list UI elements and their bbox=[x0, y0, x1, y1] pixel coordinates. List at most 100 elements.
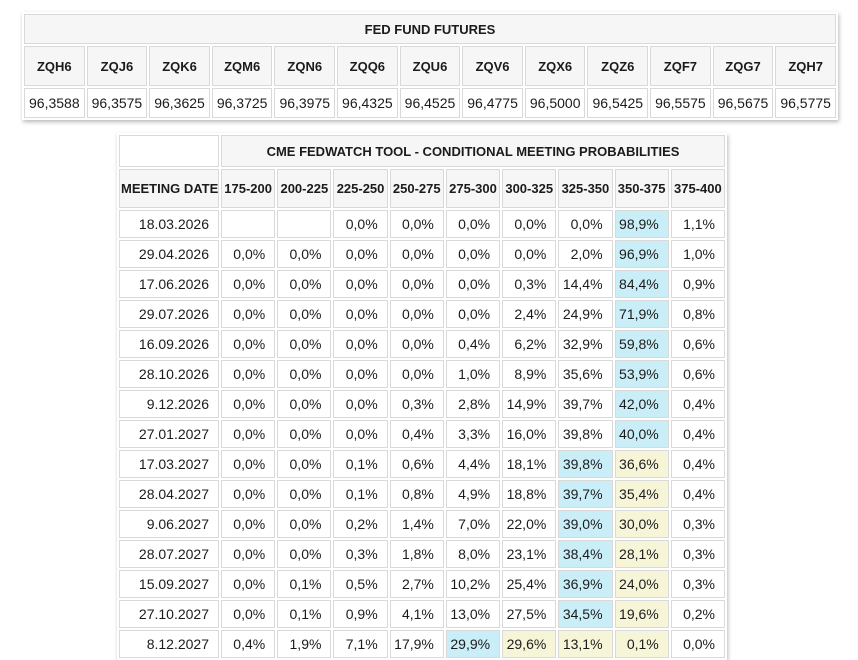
probability-cell: 0,0% bbox=[333, 390, 388, 418]
futures-price-cell: 96,5775 bbox=[775, 88, 836, 118]
probability-cell: 3,3% bbox=[445, 420, 501, 448]
probability-cell: 6,2% bbox=[502, 330, 557, 358]
fedwatch-row: 15.09.2027 0,0% 0,1% 0,5% 2,7% 10,2% 25,4% 36,9… bbox=[119, 570, 725, 598]
fedwatch-row: 28.07.2027 0,0% 0,0% 0,3% 1,8% 8,0% 23,1% 38,4%… bbox=[119, 540, 725, 568]
fedwatch-row: 27.10.2027 0,0% 0,1% 0,9% 4,1% 13,0% 27,5% 34,5… bbox=[119, 600, 725, 628]
probability-cell: 16,0% bbox=[502, 420, 557, 448]
probability-cell: 0,2% bbox=[670, 600, 725, 628]
fed-fund-futures-table: FED FUND FUTURES ZQH6 ZQJ6 ZQK6 ZQM6 ZQN6 ZQQ… bbox=[22, 12, 838, 120]
probability-cell: 18,8% bbox=[502, 480, 557, 508]
probability-cell: 0,0% bbox=[389, 330, 444, 358]
probability-cell: 0,0% bbox=[389, 270, 444, 298]
probability-cell: 8,9% bbox=[502, 360, 557, 388]
probability-cell: 0,0% bbox=[333, 300, 388, 328]
probability-cell: 0,3% bbox=[670, 510, 725, 538]
futures-price-cell: 96,3975 bbox=[274, 88, 336, 118]
probability-cell: 4,9% bbox=[445, 480, 501, 508]
probability-cell: 0,0% bbox=[221, 570, 276, 598]
probability-cell: 30,0% bbox=[614, 510, 669, 538]
meeting-date-cell: 9.06.2027 bbox=[119, 510, 219, 538]
futures-contract-header: ZQM6 bbox=[211, 46, 273, 86]
probability-cell: 39,8% bbox=[558, 420, 613, 448]
meeting-date-cell: 28.04.2027 bbox=[119, 480, 219, 508]
probability-cell: 29,6% bbox=[502, 630, 557, 658]
probability-cell: 0,0% bbox=[221, 540, 276, 568]
probability-cell: 7,0% bbox=[445, 510, 501, 538]
probability-cell: 39,7% bbox=[558, 390, 613, 418]
probability-cell: 0,0% bbox=[221, 510, 276, 538]
meeting-date-cell: 17.06.2026 bbox=[119, 270, 219, 298]
meeting-date-header: MEETING DATE bbox=[119, 169, 219, 208]
rate-range-header: 325-350 bbox=[558, 169, 613, 208]
probability-cell: 0,0% bbox=[221, 300, 276, 328]
fed-fund-futures-title: FED FUND FUTURES bbox=[24, 14, 836, 44]
probability-cell: 0,9% bbox=[333, 600, 388, 628]
futures-contract-header: ZQJ6 bbox=[86, 46, 148, 86]
fedwatch-row: 28.10.2026 0,0% 0,0% 0,0% 0,0% 1,0% 8,9% 35,6% 5… bbox=[119, 360, 725, 388]
probability-cell: 53,9% bbox=[614, 360, 669, 388]
probability-cell: 0,0% bbox=[221, 450, 276, 478]
probability-cell: 0,3% bbox=[502, 270, 557, 298]
probability-cell: 0,0% bbox=[277, 510, 332, 538]
rate-range-header: 175-200 bbox=[221, 169, 276, 208]
futures-title-row: FED FUND FUTURES bbox=[24, 14, 836, 44]
probability-cell: 1,0% bbox=[445, 360, 501, 388]
fedwatch-row: 18.03.2026 0,0% 0,0% 0,0% 0,0% 0,0% 98,9% 1,1% bbox=[119, 210, 725, 238]
futures-contract-header: ZQF7 bbox=[650, 46, 711, 86]
probability-cell: 0,0% bbox=[221, 390, 276, 418]
probability-cell: 1,4% bbox=[389, 510, 444, 538]
probability-cell: 0,0% bbox=[333, 270, 388, 298]
probability-cell: 0,4% bbox=[445, 330, 501, 358]
probability-cell: 0,6% bbox=[670, 330, 725, 358]
probability-cell: 25,4% bbox=[502, 570, 557, 598]
probability-cell: 40,0% bbox=[614, 420, 669, 448]
futures-contract-header: ZQK6 bbox=[149, 46, 210, 86]
fedwatch-header-row: MEETING DATE 175-200 200-225 225-250 250-27… bbox=[119, 169, 725, 208]
probability-cell: 0,4% bbox=[670, 390, 725, 418]
futures-price-cell: 96,4775 bbox=[462, 88, 523, 118]
probability-cell: 34,5% bbox=[558, 600, 613, 628]
probability-cell: 0,5% bbox=[333, 570, 388, 598]
probability-cell: 10,2% bbox=[445, 570, 501, 598]
probability-cell: 0,0% bbox=[445, 270, 501, 298]
probability-cell: 39,7% bbox=[558, 480, 613, 508]
futures-contract-header: ZQU6 bbox=[399, 46, 461, 86]
probability-cell: 1,9% bbox=[277, 630, 332, 658]
probability-cell: 0,3% bbox=[333, 540, 388, 568]
probability-cell: 0,6% bbox=[670, 360, 725, 388]
futures-contract-header: ZQN6 bbox=[274, 46, 336, 86]
probability-cell: 0,0% bbox=[333, 420, 388, 448]
probability-cell: 0,0% bbox=[389, 300, 444, 328]
futures-price-cell: 96,3588 bbox=[24, 88, 85, 118]
probability-cell: 0,0% bbox=[221, 480, 276, 508]
meeting-date-cell: 8.12.2027 bbox=[119, 630, 219, 658]
probability-cell: 14,9% bbox=[502, 390, 557, 418]
fedwatch-row: 9.06.2027 0,0% 0,0% 0,2% 1,4% 7,0% 22,0% 39,0% 3… bbox=[119, 510, 725, 538]
probability-cell: 0,0% bbox=[277, 480, 332, 508]
probability-cell: 22,0% bbox=[502, 510, 557, 538]
futures-price-cell: 96,5575 bbox=[650, 88, 711, 118]
fedwatch-title-row: CME FEDWATCH TOOL - CONDITIONAL MEETING … bbox=[119, 135, 725, 167]
meeting-date-cell: 29.07.2026 bbox=[119, 300, 219, 328]
probability-cell: 0,0% bbox=[333, 210, 388, 238]
probability-cell: 42,0% bbox=[614, 390, 669, 418]
probability-cell bbox=[221, 210, 276, 238]
probability-cell: 2,8% bbox=[445, 390, 501, 418]
probability-cell: 2,7% bbox=[389, 570, 444, 598]
probability-cell: 28,1% bbox=[614, 540, 669, 568]
futures-contract-header: ZQH7 bbox=[775, 46, 836, 86]
futures-contract-header: ZQZ6 bbox=[587, 46, 649, 86]
rate-range-header: 375-400 bbox=[670, 169, 725, 208]
fedwatch-corner-cell bbox=[119, 135, 219, 167]
meeting-date-cell: 16.09.2026 bbox=[119, 330, 219, 358]
probability-cell: 84,4% bbox=[614, 270, 669, 298]
probability-cell: 0,4% bbox=[221, 630, 276, 658]
meeting-date-cell: 9.12.2026 bbox=[119, 390, 219, 418]
probability-cell: 0,0% bbox=[277, 420, 332, 448]
probability-cell: 0,0% bbox=[277, 330, 332, 358]
probability-cell: 0,0% bbox=[670, 630, 725, 658]
probability-cell: 17,9% bbox=[389, 630, 444, 658]
meeting-date-cell: 28.10.2026 bbox=[119, 360, 219, 388]
probability-cell: 98,9% bbox=[614, 210, 669, 238]
futures-price-cell: 96,5000 bbox=[524, 88, 586, 118]
